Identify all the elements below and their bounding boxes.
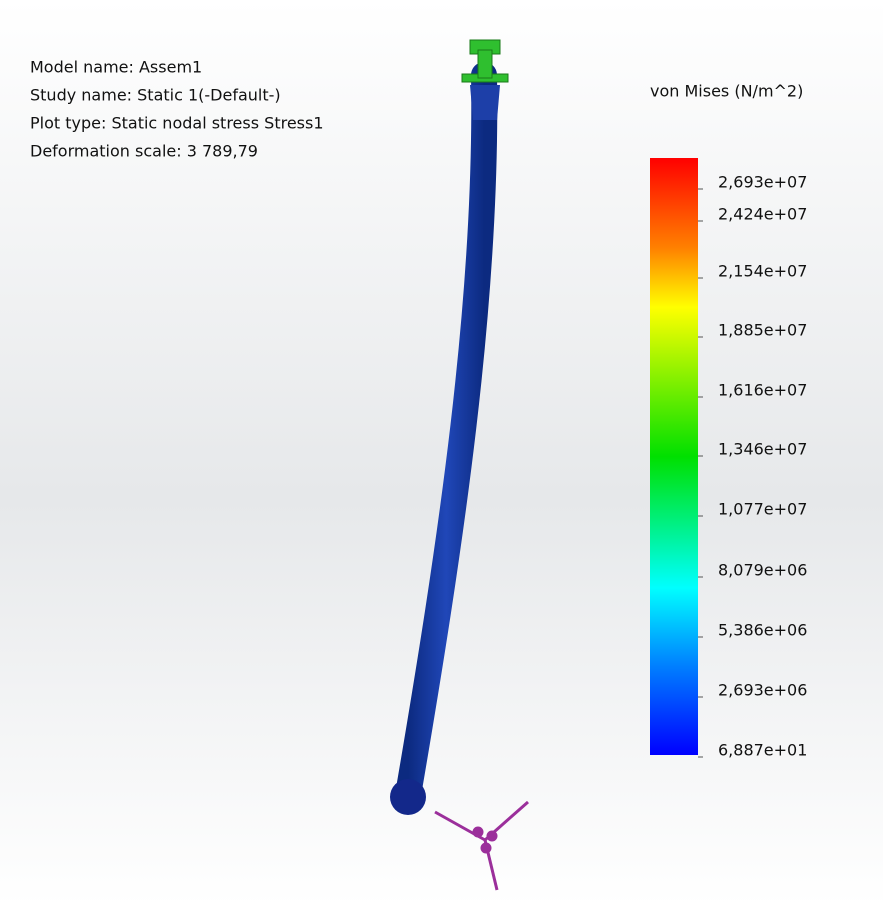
legend-label: 1,885e+07 xyxy=(718,321,807,340)
joint xyxy=(390,779,426,815)
legend-label: 1,077e+07 xyxy=(718,500,807,519)
legend-label: 1,616e+07 xyxy=(718,381,807,400)
beam-top xyxy=(470,85,500,120)
legend-label: 2,424e+07 xyxy=(718,205,807,224)
info-line: Deformation scale: 3 789,79 xyxy=(30,142,258,161)
legend-label: 6,887e+01 xyxy=(718,741,807,760)
legend-title: von Mises (N/m^2) xyxy=(650,82,803,101)
viewport: von Mises (N/m^2) Model name: Assem1 Stud… xyxy=(0,0,883,906)
legend-label: 5,386e+06 xyxy=(718,621,807,640)
legend-label: 2,693e+07 xyxy=(718,173,807,192)
info-line: Model name: Assem1 xyxy=(30,58,202,77)
legend-label: 8,079e+06 xyxy=(718,561,807,580)
color-bar xyxy=(650,158,698,755)
legend-label: 2,154e+07 xyxy=(718,262,807,281)
legend-label: 1,346e+07 xyxy=(718,440,807,459)
info-line: Study name: Static 1(-Default-) xyxy=(30,86,281,105)
legend-label: 2,693e+06 xyxy=(718,681,807,700)
info-line: Plot type: Static nodal stress Stress1 xyxy=(30,114,324,133)
